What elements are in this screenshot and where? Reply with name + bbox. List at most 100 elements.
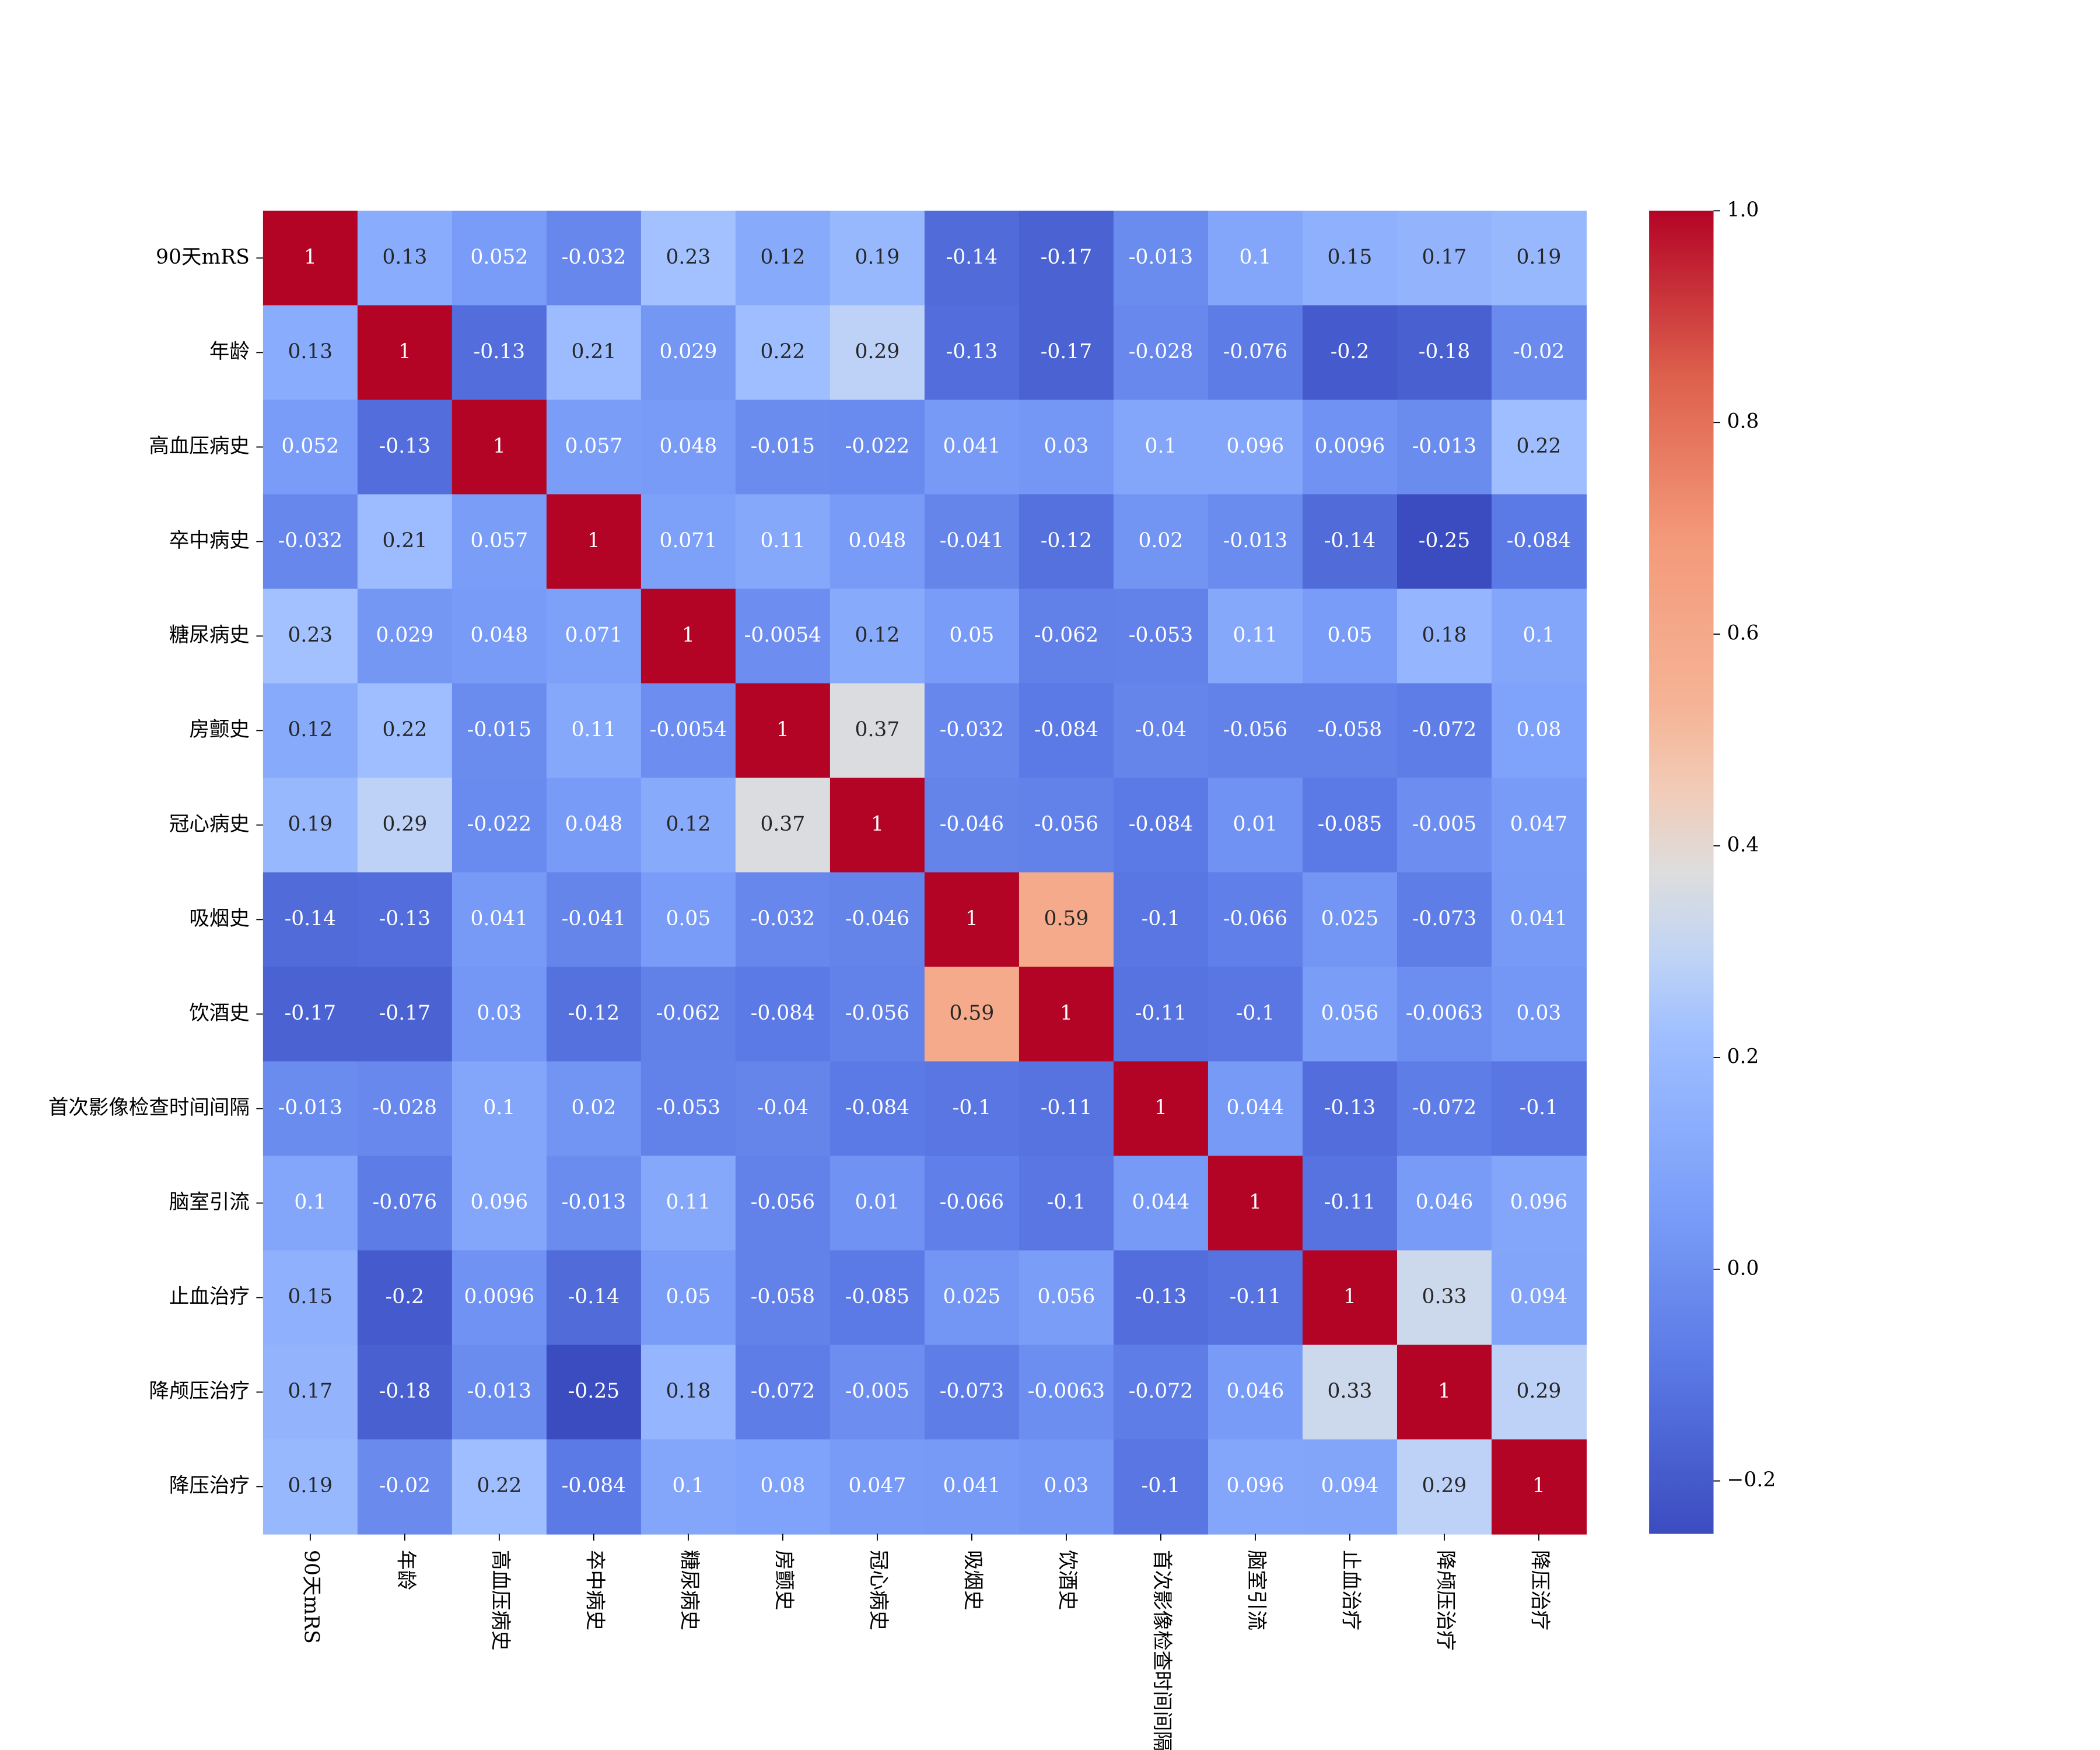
cell-label: 0.33	[1422, 1285, 1467, 1308]
heatmap-cell	[830, 683, 926, 779]
cell-label: 0.37	[855, 718, 900, 741]
cell-label: 0.029	[660, 340, 718, 363]
heatmap-cell	[924, 305, 1020, 401]
heatmap-cell	[357, 683, 453, 779]
cell-label: -0.041	[562, 907, 626, 930]
heatmap-cell	[546, 589, 642, 684]
heatmap-cell	[546, 967, 642, 1062]
heatmap-cell	[1491, 1156, 1587, 1251]
cell-label: -0.072	[1129, 1380, 1193, 1403]
heatmap-cell	[1113, 1061, 1209, 1157]
heatmap-cell	[452, 1439, 548, 1535]
heatmap-cell	[830, 589, 926, 684]
heatmap-cell	[924, 1439, 1020, 1535]
cell-label: 0.02	[571, 1096, 616, 1119]
heatmap-cell	[1302, 872, 1398, 968]
heatmap-cell	[924, 778, 1020, 873]
heatmap-cell	[1491, 683, 1587, 779]
cell-label: -0.022	[467, 813, 531, 836]
heatmap-cell	[262, 211, 359, 306]
heatmap-cell	[735, 305, 831, 401]
cell-label: -0.046	[845, 907, 909, 930]
heatmap-cell	[924, 1345, 1020, 1440]
cell-label: -0.25	[568, 1380, 620, 1403]
cell-label: 0.052	[470, 246, 528, 269]
heatmap-cell	[1302, 1156, 1398, 1251]
cell-label: 1	[304, 246, 317, 269]
heatmap-cell	[546, 1250, 642, 1346]
heatmap-cell	[452, 778, 548, 873]
cell-label: -0.17	[285, 1002, 336, 1025]
cell-label: 0.025	[943, 1285, 1001, 1308]
cell-label: 0.1	[294, 1191, 326, 1214]
cell-label: -0.02	[379, 1474, 430, 1497]
cell-label: -0.028	[373, 1096, 437, 1119]
heatmap-cell	[640, 872, 737, 968]
cell-label: -0.084	[751, 1002, 815, 1025]
cell-label: -0.058	[1318, 718, 1382, 741]
heatmap-cell	[1113, 1345, 1209, 1440]
heatmap-cell	[357, 967, 453, 1062]
cell-label: 0.029	[376, 624, 433, 647]
cell-label: -0.084	[562, 1474, 626, 1497]
heatmap-cell	[1396, 494, 1493, 590]
cell-label: -0.18	[379, 1380, 430, 1403]
x-tick-label: 高血压病史	[488, 1550, 512, 1651]
cell-label: -0.18	[1419, 340, 1470, 363]
cell-label: 0.19	[288, 813, 332, 836]
heatmap-cell	[1019, 1061, 1115, 1157]
heatmap-cell	[452, 400, 548, 495]
heatmap-cell	[1208, 967, 1304, 1062]
x-tick-label: 降压治疗	[1528, 1550, 1551, 1630]
y-tick-label: 房颤史	[189, 718, 250, 741]
heatmap-cell	[1302, 1345, 1398, 1440]
y-tick-label: 90天mRS	[156, 246, 250, 269]
cell-label: 0.057	[565, 435, 623, 458]
heatmap-cell	[735, 589, 831, 684]
heatmap-cell	[1113, 1439, 1209, 1535]
heatmap-cell	[1113, 400, 1209, 495]
heatmap-cell	[640, 967, 737, 1062]
cell-label: 0.11	[760, 529, 805, 552]
cell-label: 0.22	[382, 718, 427, 741]
heatmap-cell	[640, 211, 737, 306]
heatmap-cell	[1208, 494, 1304, 590]
heatmap-cell	[1491, 400, 1587, 495]
heatmap-cell	[1491, 1345, 1587, 1440]
cell-label: -0.058	[751, 1285, 815, 1308]
heatmap-cell	[262, 305, 359, 401]
cell-label: 0.1	[672, 1474, 704, 1497]
heatmap-cell	[357, 872, 453, 968]
cell-label: -0.13	[1135, 1285, 1186, 1308]
cell-label: -0.11	[1041, 1096, 1092, 1119]
heatmap-cell	[1396, 872, 1493, 968]
cell-label: 0.03	[477, 1002, 522, 1025]
heatmap-cell	[1396, 400, 1493, 495]
heatmap-cell	[1113, 683, 1209, 779]
heatmap-cell	[1113, 872, 1209, 968]
heatmap-cell	[735, 872, 831, 968]
cell-label: 0.01	[1233, 813, 1278, 836]
heatmap-cell	[1113, 211, 1209, 306]
cell-label: -0.17	[1041, 340, 1092, 363]
heatmap-cell	[1208, 589, 1304, 684]
heatmap-cell	[546, 683, 642, 779]
cell-label: -0.11	[1135, 1002, 1186, 1025]
cell-label: 1	[398, 340, 411, 363]
cell-label: 1	[587, 529, 600, 552]
x-tick-label: 卒中病史	[583, 1550, 606, 1630]
heatmap-cell	[1396, 1250, 1493, 1346]
heatmap-cell	[735, 1439, 831, 1535]
heatmap-cell	[924, 494, 1020, 590]
heatmap-cell	[830, 400, 926, 495]
heatmap-cell	[1113, 305, 1209, 401]
x-tick-label: 90天mRS	[299, 1550, 323, 1644]
cell-label: 1	[1060, 1002, 1073, 1025]
heatmap-cell	[1396, 589, 1493, 684]
cell-label: -0.013	[562, 1191, 626, 1214]
x-tick-label: 糖尿病史	[677, 1550, 701, 1630]
y-tick-label: 吸烟史	[189, 907, 250, 930]
heatmap-cell	[1302, 305, 1398, 401]
cell-label: 0.1	[483, 1096, 515, 1119]
heatmap-cell	[1396, 305, 1493, 401]
